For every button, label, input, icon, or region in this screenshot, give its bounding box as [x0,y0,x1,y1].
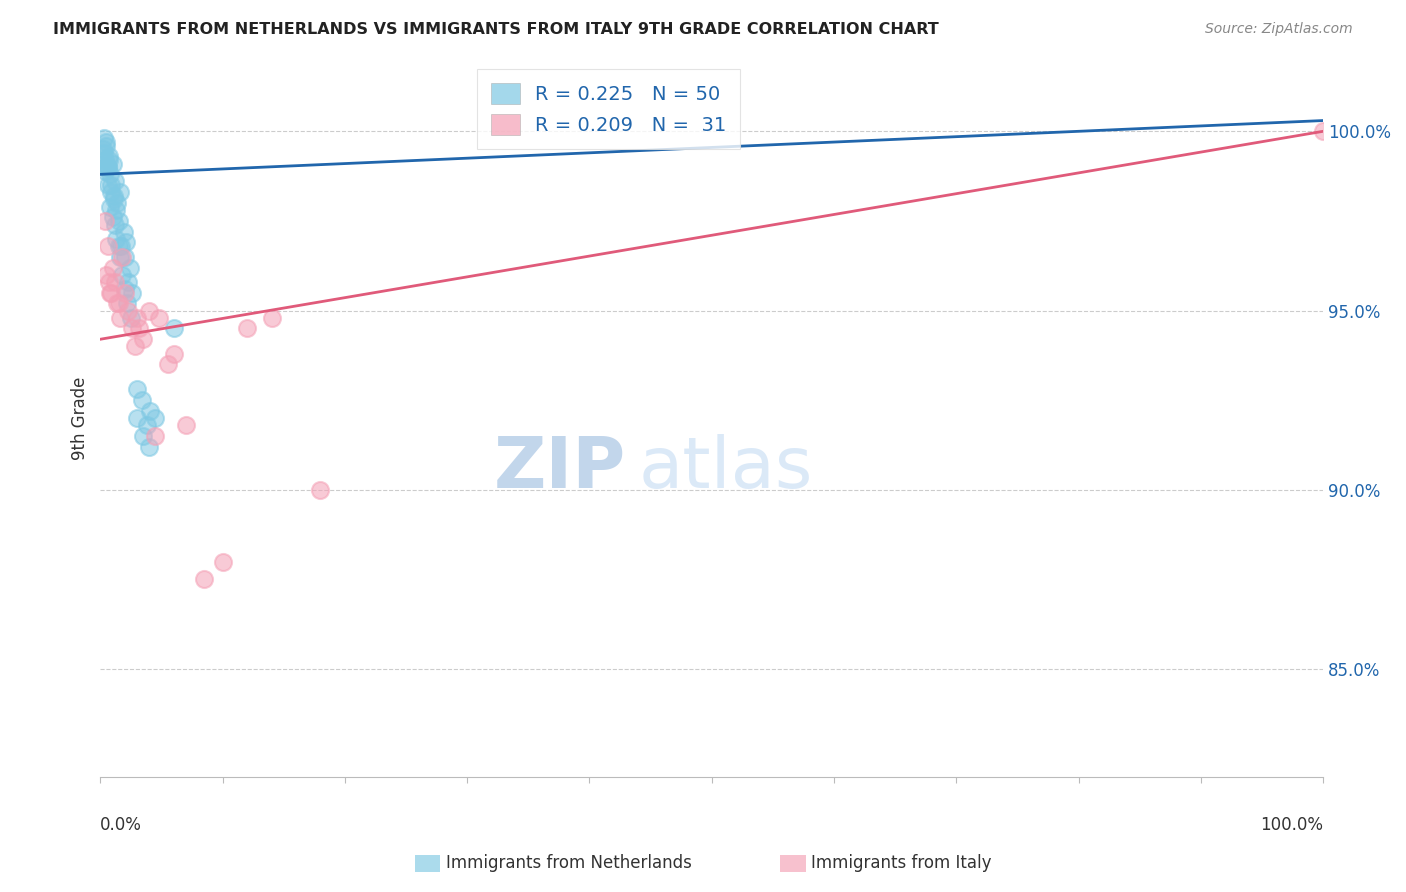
Point [97,239,120,253]
Point [309,483,332,497]
Point [107,296,129,310]
Point [114,250,136,264]
Point [104,275,127,289]
Point [100,186,122,200]
Text: Immigrants from Italy: Immigrants from Italy [811,855,991,872]
Point [101,211,124,225]
Point [108,250,131,264]
Point [94,214,117,228]
Point [94,163,117,178]
Point [145,429,167,443]
Text: Immigrants from Netherlands: Immigrants from Netherlands [446,855,692,872]
Point [139,404,162,418]
Point [124,339,146,353]
Point [103,189,125,203]
Point [145,411,167,425]
Point [236,321,259,335]
Point [98,167,121,181]
Text: atlas: atlas [638,434,813,503]
Point [1312,124,1334,138]
Point [107,196,129,211]
Point [111,268,134,282]
Point [121,321,143,335]
Point [96,138,118,153]
Point [97,153,120,167]
Point [98,285,121,300]
Point [108,310,131,325]
Point [260,310,283,325]
Point [125,383,148,397]
Point [104,218,127,232]
Point [163,346,186,360]
Point [94,153,117,167]
Point [101,156,124,170]
Point [93,145,115,160]
Point [117,296,139,310]
Point [121,285,143,300]
Text: 0.0%: 0.0% [100,816,142,834]
Point [97,275,120,289]
Point [100,285,122,300]
Point [105,203,128,218]
Point [125,411,148,425]
Point [148,310,170,325]
Point [125,310,148,325]
Point [117,303,139,318]
Point [103,193,125,207]
Point [96,135,118,149]
Point [114,282,136,296]
Point [107,296,129,310]
Point [91,142,114,156]
Legend: R = 0.225   N = 50, R = 0.209   N =  31: R = 0.225 N = 50, R = 0.209 N = 31 [477,70,740,149]
Point [138,440,160,454]
Text: Source: ZipAtlas.com: Source: ZipAtlas.com [1205,22,1353,37]
Point [93,131,115,145]
Point [108,186,131,200]
Point [163,321,186,335]
Point [111,250,134,264]
Point [96,268,118,282]
Point [174,418,197,433]
Point [115,235,138,250]
Point [96,160,118,174]
Y-axis label: 9th Grade: 9th Grade [72,376,89,459]
Point [101,260,124,275]
Point [131,393,153,408]
Point [132,332,155,346]
Point [211,555,233,569]
Point [112,225,135,239]
Point [120,310,142,325]
Point [105,232,128,246]
Text: ZIP: ZIP [494,434,626,503]
Point [118,260,141,275]
Point [128,321,150,335]
Point [97,160,120,174]
Point [135,418,157,433]
Point [97,149,120,163]
Point [156,357,179,371]
Point [97,160,120,174]
Point [138,303,160,318]
Point [110,239,132,253]
Point [97,178,120,192]
Point [117,275,139,289]
Point [107,239,129,253]
Point [132,429,155,443]
Text: IMMIGRANTS FROM NETHERLANDS VS IMMIGRANTS FROM ITALY 9TH GRADE CORRELATION CHART: IMMIGRANTS FROM NETHERLANDS VS IMMIGRANT… [53,22,939,37]
Point [98,200,121,214]
Text: 100.0%: 100.0% [1260,816,1323,834]
Point [107,214,129,228]
Point [114,285,136,300]
Point [100,178,122,192]
Point [193,573,215,587]
Point [104,174,127,188]
